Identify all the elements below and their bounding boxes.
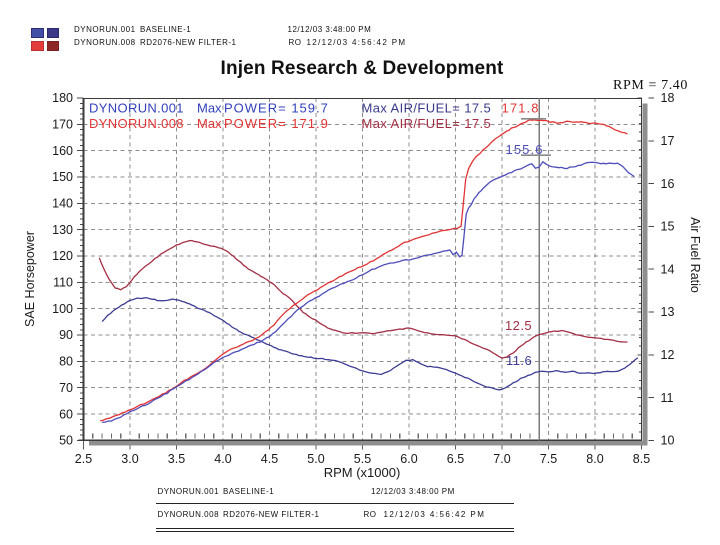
svg-text:120: 120 [52,249,73,263]
svg-text:140: 140 [52,197,73,211]
svg-text:160: 160 [52,144,73,158]
svg-text:DYNORUN.001: DYNORUN.001 [89,101,184,116]
svg-text:DYNORUN.008: DYNORUN.008 [89,116,184,131]
svg-text:Max: Max [197,116,222,131]
svg-text:POWER= 159.7: POWER= 159.7 [224,101,329,116]
svg-text:50: 50 [59,434,73,448]
svg-text:6.0: 6.0 [400,452,417,466]
svg-text:8.0: 8.0 [586,452,603,466]
svg-text:18: 18 [661,91,675,105]
svg-text:180: 180 [52,91,73,105]
svg-text:5.5: 5.5 [354,452,371,466]
svg-text:4.5: 4.5 [261,452,278,466]
svg-text:13: 13 [661,305,675,319]
svg-text:3.5: 3.5 [168,452,185,466]
svg-text:90: 90 [59,328,73,342]
svg-text:3.0: 3.0 [121,452,138,466]
svg-text:Max AIR/FUEL= 17.5: Max AIR/FUEL= 17.5 [362,116,492,131]
svg-text:11.6: 11.6 [506,353,532,368]
svg-text:14: 14 [661,262,675,276]
svg-text:150: 150 [52,170,73,184]
svg-text:7.0: 7.0 [493,452,510,466]
svg-text:10: 10 [661,434,675,448]
svg-text:70: 70 [59,381,73,395]
svg-text:Air Fuel Ratio: Air Fuel Ratio [688,217,702,293]
svg-text:12.5: 12.5 [505,318,532,333]
svg-text:110: 110 [53,276,73,290]
svg-text:2.5: 2.5 [75,452,92,466]
svg-text:11: 11 [661,391,674,405]
svg-text:171.8: 171.8 [502,101,540,116]
svg-text:4.0: 4.0 [214,452,231,466]
svg-text:155.6: 155.6 [506,142,544,157]
svg-text:POWER= 171.9: POWER= 171.9 [224,116,329,131]
svg-text:12: 12 [661,348,675,362]
svg-text:15: 15 [661,220,675,234]
svg-text:Max AIR/FUEL= 17.5: Max AIR/FUEL= 17.5 [362,101,492,116]
svg-text:16: 16 [661,177,675,191]
svg-text:60: 60 [59,407,73,421]
svg-text:17: 17 [661,134,675,148]
svg-text:8.5: 8.5 [633,452,650,466]
svg-text:170: 170 [52,118,73,132]
svg-text:100: 100 [52,302,73,316]
svg-text:SAE Horsepower: SAE Horsepower [23,231,37,327]
svg-text:7.5: 7.5 [540,452,557,466]
svg-text:RPM (x1000): RPM (x1000) [324,465,401,480]
svg-text:Max: Max [197,101,222,116]
svg-text:6.5: 6.5 [447,452,464,466]
svg-text:80: 80 [59,355,73,369]
svg-text:5.0: 5.0 [307,452,324,466]
svg-text:130: 130 [52,223,73,237]
